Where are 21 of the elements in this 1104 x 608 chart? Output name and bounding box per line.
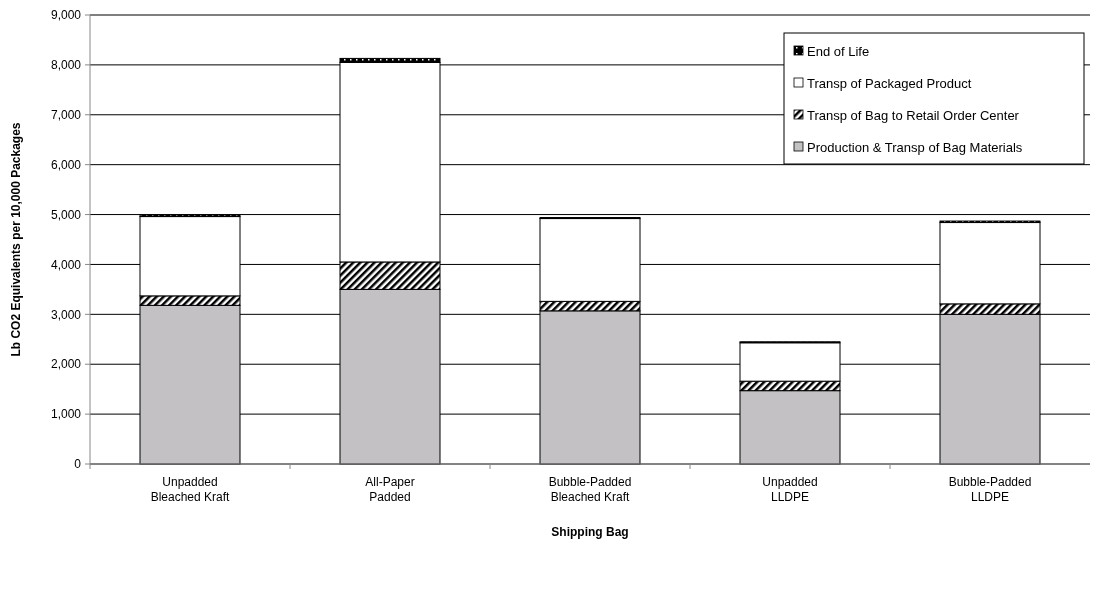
legend-label: Transp of Bag to Retail Order Center [807, 107, 1020, 123]
y-axis-title: Lb CO2 Equivalents per 10,000 Packages [9, 122, 23, 357]
y-tick-label: 5,000 [50, 207, 82, 222]
y-tick-label: 6,000 [50, 157, 82, 172]
x-tick-label: Bubble-Padded Bleached Kraft [548, 475, 632, 504]
x-axis-title: Shipping Bag [551, 525, 629, 539]
y-tick-label: 7,000 [50, 107, 82, 122]
y-tick-label: 9,000 [50, 8, 82, 23]
y-tick-label: 2,000 [50, 357, 82, 372]
y-tick-label: 4,000 [50, 257, 82, 272]
x-tick-label: Bubble-Padded LLDPE [948, 475, 1032, 504]
x-tick-label: Unpadded Bleached Kraft [150, 475, 231, 504]
y-tick-label: 3,000 [50, 307, 82, 322]
x-tick-label: All-Paper Padded [365, 475, 415, 504]
y-tick-label: 0 [74, 457, 82, 472]
x-tick-label: Unpadded LLDPE [762, 475, 818, 504]
legend-label: Transp of Packaged Product [807, 75, 972, 91]
y-tick-label: 8,000 [50, 58, 82, 73]
y-tick-label: 1,000 [50, 407, 82, 422]
legend-label: Production & Transp of Bag Materials [807, 139, 1023, 155]
legend-label: End of Life [807, 43, 870, 59]
